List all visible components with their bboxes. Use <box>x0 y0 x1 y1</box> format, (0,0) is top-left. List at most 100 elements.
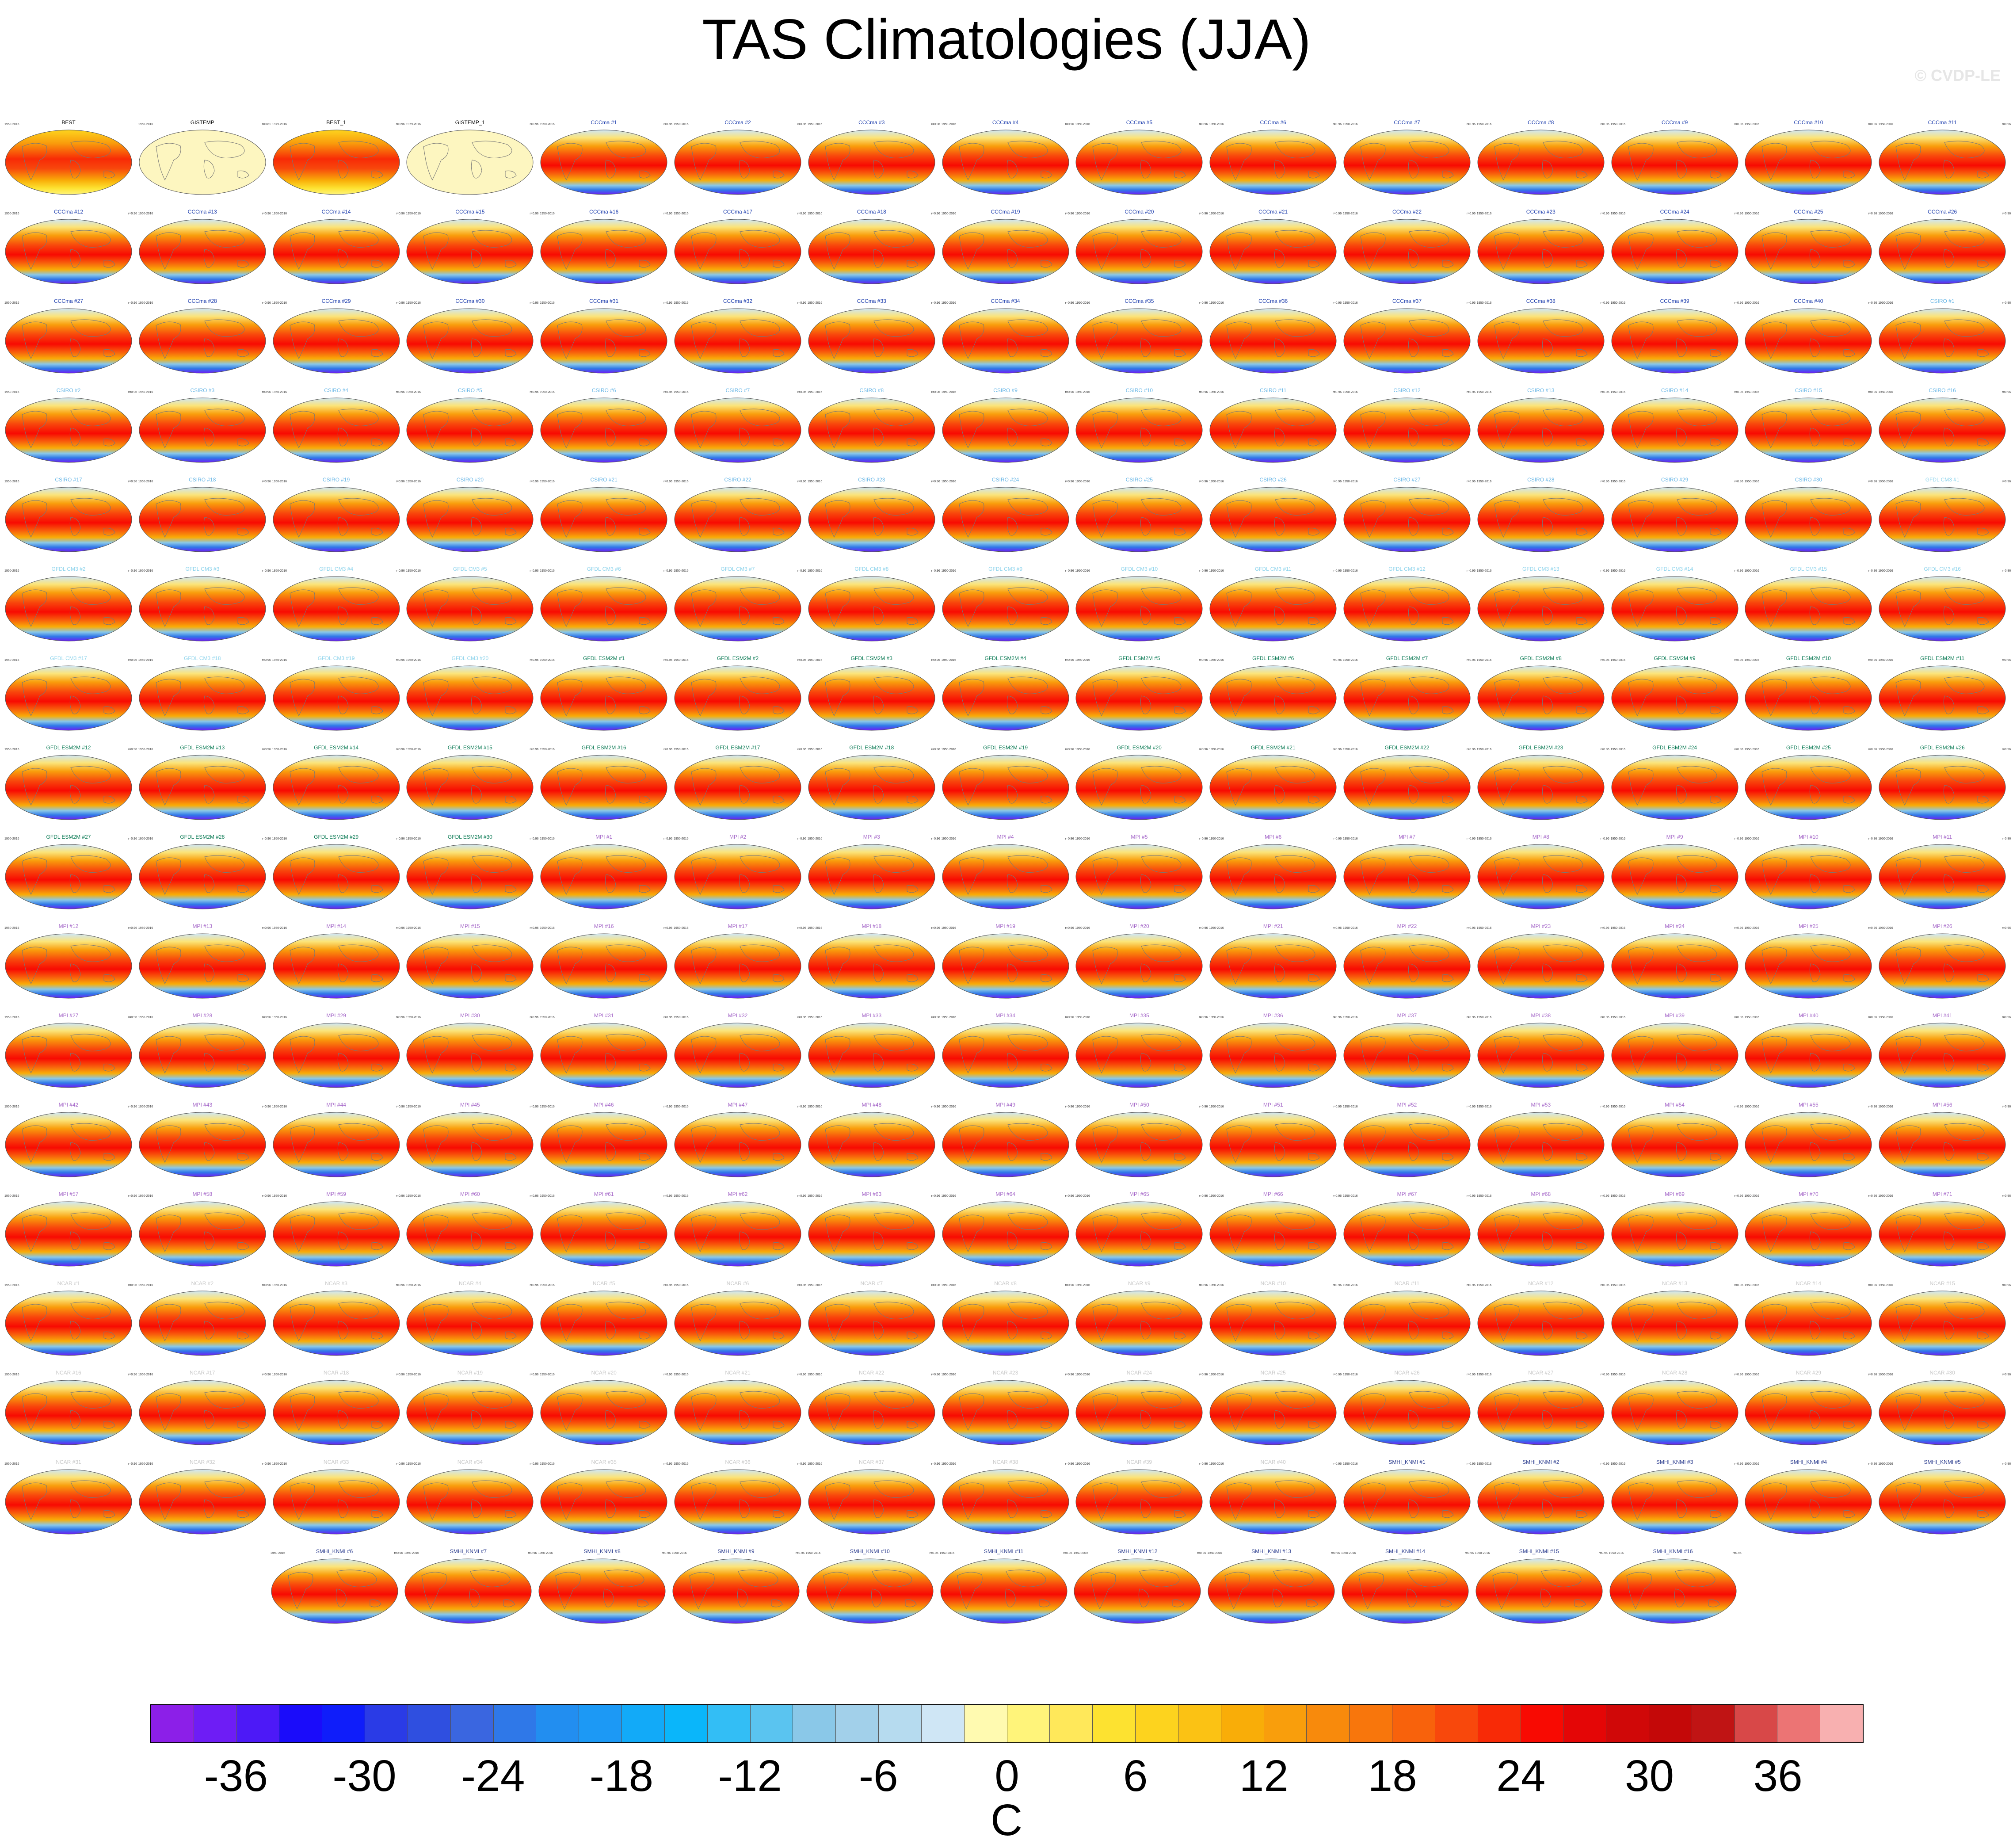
panel-years: 1950-2016 <box>1075 659 1090 662</box>
panel-title: MPI #31 <box>594 1012 614 1019</box>
coastline-outline <box>691 676 785 717</box>
coastline-outline <box>1494 1034 1588 1074</box>
coastline-outline <box>1360 230 1454 270</box>
map-panel: CCCma #9 1950-2016 r=0.96 <box>1611 119 1743 196</box>
map-globe <box>406 130 534 195</box>
colorbar-swatch <box>1007 1705 1050 1742</box>
panel-correlation: r=0.96 <box>931 569 940 573</box>
map-globe <box>1477 1469 1605 1535</box>
panel-title: MPI #46 <box>594 1102 614 1108</box>
coastline-outline <box>290 676 383 717</box>
panel-title: CCCma #22 <box>1392 209 1422 215</box>
coastline-outline <box>156 766 249 806</box>
coastline-outline <box>1761 409 1855 449</box>
map-field <box>1879 1201 2006 1267</box>
map-globe <box>139 755 266 820</box>
panel-correlation: r=0.96 <box>1600 659 1609 662</box>
map-panel: GFDL CM3 #19 1950-2016 r=0.96 <box>272 655 405 732</box>
map-field <box>1477 844 1605 909</box>
panel-correlation: r=0.96 <box>1199 1016 1208 1019</box>
panel-title: MPI #13 <box>192 923 213 929</box>
map-panel: GFDL CM3 #18 1950-2016 r=0.96 <box>138 655 271 732</box>
map-globe <box>540 665 667 731</box>
map-field <box>1074 1558 1201 1624</box>
panel-correlation: r=0.96 <box>396 1016 405 1019</box>
map-globe <box>1075 308 1203 374</box>
coastline-outline <box>1895 498 1989 538</box>
map-globe <box>1477 1291 1605 1356</box>
panel-correlation: r=0.96 <box>1600 212 1609 215</box>
panel-title: NCAR #29 <box>1796 1370 1822 1376</box>
map-globe <box>406 576 534 641</box>
map-field <box>808 844 935 909</box>
panel-title: GFDL ESM2M #20 <box>1117 745 1162 751</box>
map-panel: NCAR #33 1950-2016 r=0.96 <box>272 1459 405 1536</box>
coastline-outline <box>691 409 785 449</box>
map-globe <box>1075 219 1203 284</box>
map-field <box>674 1291 801 1356</box>
panel-title: NCAR #24 <box>1126 1370 1152 1376</box>
coastline-outline <box>557 587 651 627</box>
map-field <box>540 1291 667 1356</box>
map-panel: GFDL ESM2M #17 1950-2016 r=0.96 <box>674 745 806 821</box>
panel-years: 1950-2016 <box>4 1373 19 1376</box>
map-panel: CCCma #7 1950-2016 r=0.96 <box>1343 119 1475 196</box>
map-panel: MPI #13 1950-2016 r=0.96 <box>138 923 271 1000</box>
map-globe <box>942 1023 1069 1088</box>
map-panel: GFDL ESM2M #19 1950-2016 r=0.96 <box>942 745 1074 821</box>
colorbar-swatch <box>964 1705 1007 1742</box>
panel-years: 1950-2016 <box>1878 302 1893 305</box>
panel-title: MPI #18 <box>862 923 882 929</box>
coastline-outline <box>825 230 919 270</box>
map-globe <box>808 397 935 463</box>
panel-years: 1950-2016 <box>1475 1552 1490 1555</box>
panel-correlation: r=0.96 <box>530 1016 539 1019</box>
panel-correlation: r=0.96 <box>797 1105 806 1108</box>
panel-years: 1950-2016 <box>406 1195 421 1198</box>
panel-correlation: r=0.96 <box>663 1284 673 1287</box>
panel-years: 1950-2016 <box>674 302 689 305</box>
panel-years: 1950-2016 <box>1075 1105 1090 1108</box>
map-field <box>1745 844 1872 909</box>
panel-years: 1950-2016 <box>272 1195 287 1198</box>
panel-correlation: r=0.96 <box>262 1195 271 1198</box>
coastline-outline <box>421 1569 515 1610</box>
coastline-outline <box>290 319 383 359</box>
colorbar-swatch <box>1178 1705 1221 1742</box>
map-field <box>139 1291 266 1356</box>
panel-title: MPI #53 <box>1531 1102 1551 1108</box>
panel-title: GFDL CM3 #13 <box>1522 566 1559 572</box>
coastline-outline <box>959 587 1052 627</box>
map-globe <box>1343 487 1471 552</box>
map-field <box>674 1469 801 1535</box>
panel-years: 1950-2016 <box>272 569 287 573</box>
map-globe <box>1343 1201 1471 1267</box>
map-field <box>5 1112 132 1177</box>
map-globe <box>1611 933 1738 999</box>
map-globe <box>1879 1380 2006 1445</box>
panel-years: 1950-2016 <box>272 212 287 215</box>
map-globe <box>1209 1023 1337 1088</box>
map-field <box>1477 933 1605 999</box>
panel-title: CSIRO #11 <box>1259 387 1287 393</box>
panel-years: 1950-2016 <box>4 927 19 930</box>
map-field <box>1879 933 2006 999</box>
panel-title: CCCma #9 <box>1661 119 1688 126</box>
panel-title: GFDL CM3 #2 <box>51 566 86 572</box>
panel-title: CSIRO #1 <box>1930 298 1955 304</box>
map-globe <box>404 1558 532 1624</box>
map-globe <box>1343 755 1471 820</box>
panel-years: 1950-2016 <box>1476 1373 1492 1376</box>
coastline-outline <box>1494 587 1588 627</box>
coastline-outline <box>1360 1212 1454 1252</box>
panel-years: 1950-2016 <box>540 1105 555 1108</box>
map-globe <box>808 130 935 195</box>
map-panel: MPI #16 1950-2016 r=0.96 <box>540 923 672 1000</box>
map-field <box>1745 1469 1872 1535</box>
map-globe <box>806 1558 934 1624</box>
map-field <box>139 130 266 195</box>
coastline-outline <box>22 766 115 806</box>
map-field <box>808 219 935 284</box>
coastline-outline <box>1226 944 1320 985</box>
coastline-outline <box>691 1480 785 1520</box>
